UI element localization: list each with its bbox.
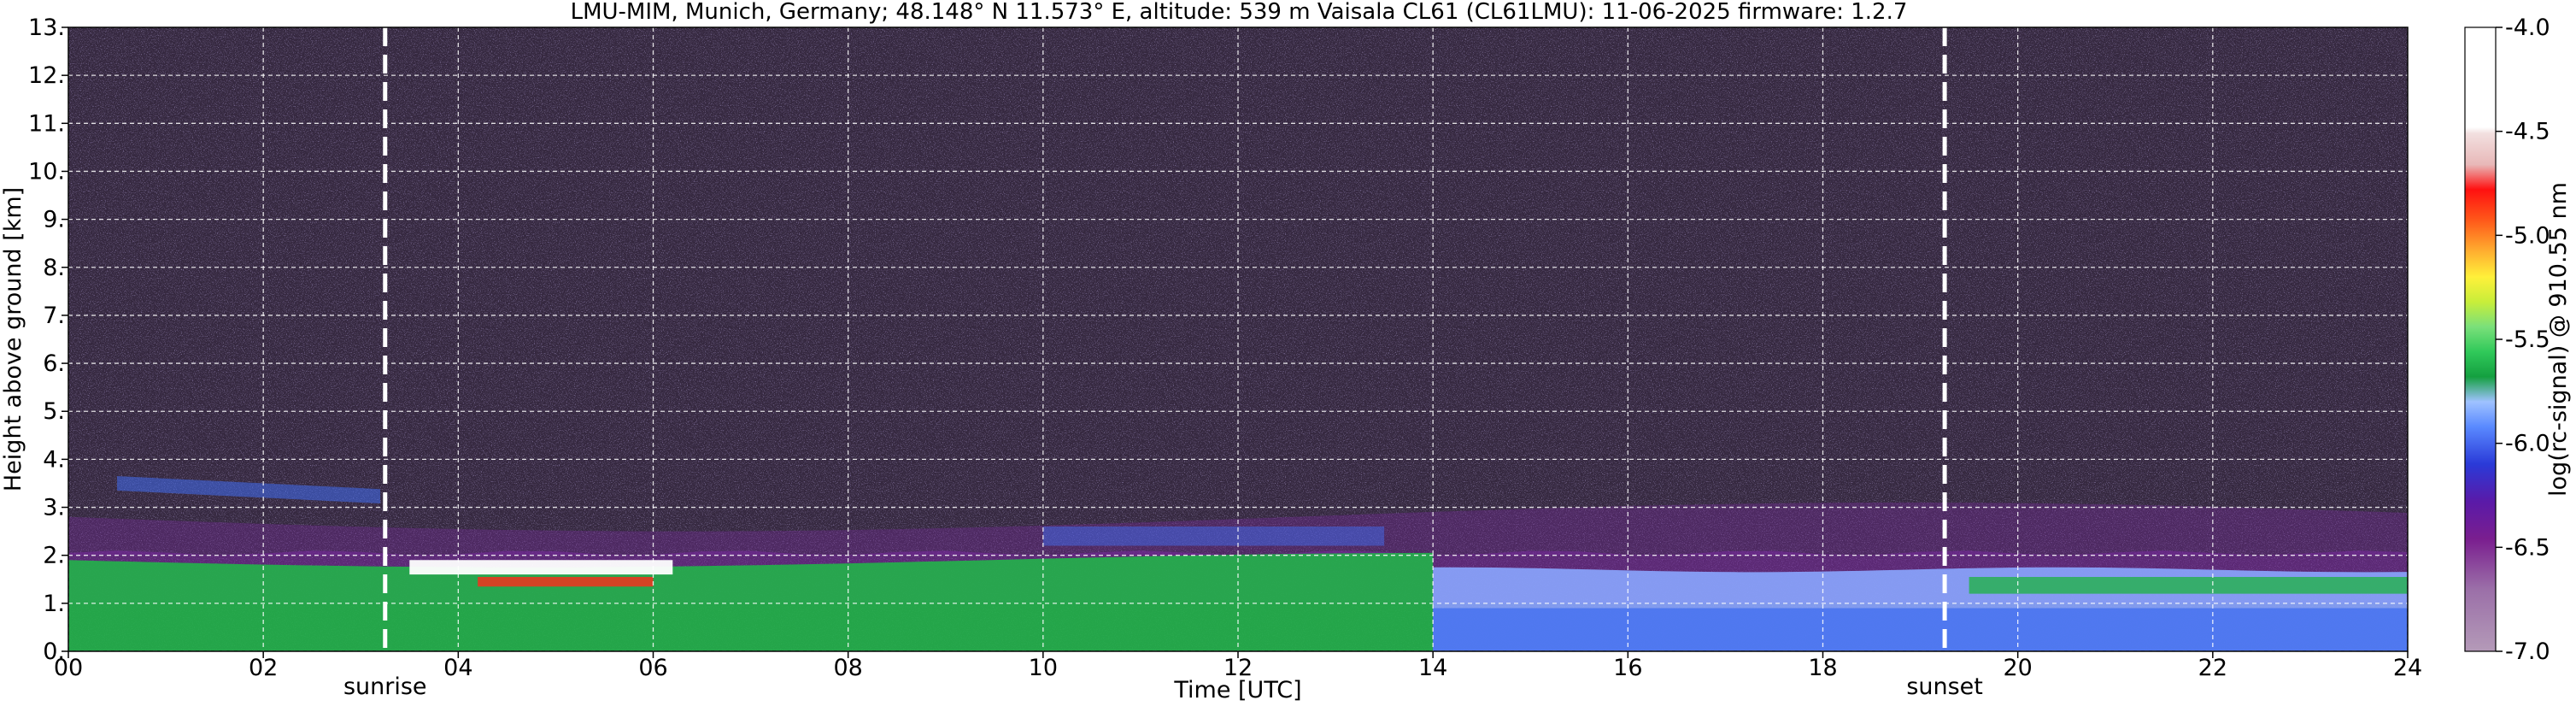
y-tick-label: 7.	[43, 303, 65, 329]
elevated-aerosol	[1042, 527, 1385, 546]
colorbar: -4.0 -4.5 -5.0 -5.5 -6.0 -6.5 -7.0 log(rc-sign…	[2464, 15, 2572, 665]
annotation-label: sunset	[1906, 674, 1983, 700]
y-tick-label: 8.	[43, 255, 65, 281]
x-tick-label: 02	[249, 655, 278, 681]
evening-layer	[1969, 576, 2408, 594]
colorbar-tick-label: -4.5	[2505, 119, 2550, 145]
y-tick-label: 10.	[28, 158, 65, 185]
colorbar-tick-label: -7.0	[2505, 638, 2550, 665]
colorbar-tick-label: -6.0	[2505, 431, 2550, 457]
x-tick-label: 06	[638, 655, 667, 681]
y-tick-label: 12.	[28, 62, 65, 89]
y-axis-label: Height above ground [km]	[0, 187, 26, 491]
y-tick-label: 5.	[43, 398, 65, 425]
y-tick-label: 4.	[43, 446, 65, 473]
gridlines	[68, 27, 2408, 651]
boundary-layer	[68, 552, 1434, 651]
colorbar-tick-label: -5.5	[2505, 327, 2550, 353]
x-tick-label: 12	[1223, 655, 1253, 681]
x-axis-ticks: 00 02 04 06 08 10 12 14 16 18 20 22 24	[54, 651, 2422, 681]
y-axis-ticks: 0. 1. 2. 3. 4. 5. 6. 7. 8. 9. 10. 11. 12. 13.	[28, 15, 68, 665]
y-tick-label: 9.	[43, 207, 65, 233]
cloud-core	[478, 576, 654, 587]
heatmap	[68, 27, 2408, 651]
x-tick-label: 04	[443, 655, 472, 681]
y-tick-label: 2.	[43, 543, 65, 569]
cloud-top	[409, 560, 673, 575]
x-tick-label: 20	[2003, 655, 2032, 681]
colorbar-tick-label: -5.0	[2505, 222, 2550, 249]
sun-markers	[383, 27, 1947, 651]
colorbar-tick-label: -4.0	[2505, 15, 2550, 41]
x-tick-label: 22	[2198, 655, 2227, 681]
x-tick-label: 10	[1029, 655, 1058, 681]
colorbar-ticks: -4.0 -4.5 -5.0 -5.5 -6.0 -6.5 -7.0	[2496, 15, 2550, 665]
y-tick-label: 0.	[43, 638, 65, 665]
x-tick-label: 18	[1808, 655, 1837, 681]
chart-title: LMU-MIM, Munich, Germany; 48.148° N 11.5…	[571, 0, 1908, 25]
y-tick-label: 3.	[43, 495, 65, 521]
colorbar-fill	[2464, 26, 2497, 652]
y-tick-label: 11.	[28, 110, 65, 137]
y-tick-label: 1.	[43, 591, 65, 617]
x-tick-label: 00	[54, 655, 83, 681]
x-axis-label: Time [UTC]	[1173, 677, 1301, 703]
x-tick-label: 24	[2393, 655, 2422, 681]
x-tick-label: 16	[1613, 655, 1642, 681]
y-tick-label: 6.	[43, 350, 65, 377]
signal-layers	[68, 476, 2408, 651]
lofted-layer	[117, 476, 381, 504]
y-tick-label: 13.	[28, 15, 65, 41]
colorbar-label: log(rc-signal) @ 910.55 nm	[2545, 182, 2572, 497]
x-tick-label: 14	[1418, 655, 1447, 681]
x-tick-label: 08	[833, 655, 862, 681]
annotation-labels: sunrise sunset	[343, 674, 1983, 700]
colorbar-tick-label: -6.5	[2505, 534, 2550, 561]
near-surface-aerosol	[1433, 608, 2408, 651]
annotation-label: sunrise	[343, 674, 427, 700]
